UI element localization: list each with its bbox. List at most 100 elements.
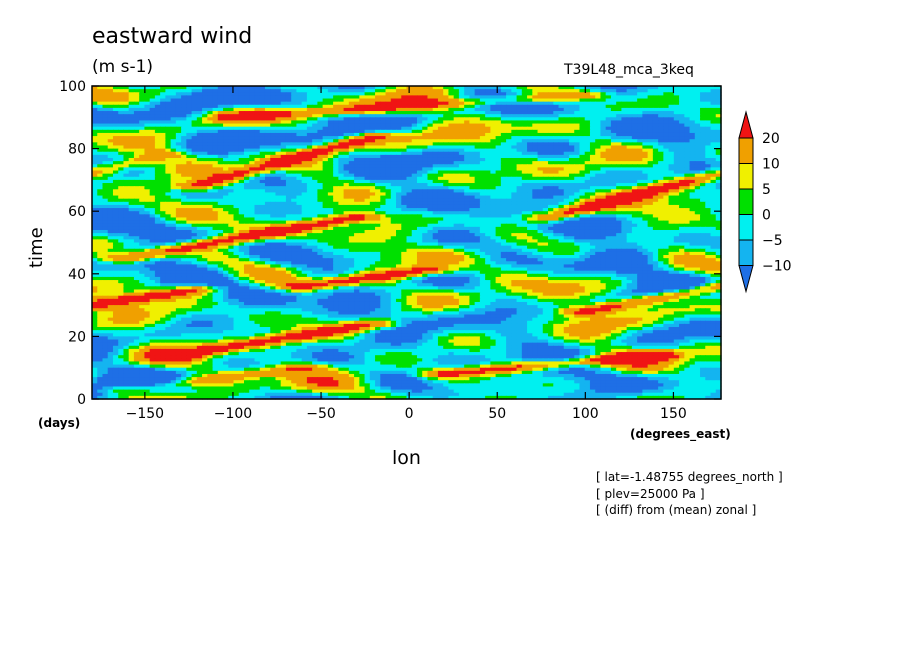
heatmap-cell	[338, 98, 345, 103]
heatmap-cell	[123, 86, 130, 90]
heatmap-cell	[333, 101, 339, 106]
heatmap-cell	[427, 142, 434, 147]
heatmap-cell	[511, 129, 518, 134]
heatmap-cell	[548, 136, 554, 140]
heatmap-cell	[296, 104, 303, 109]
heatmap-cell	[411, 111, 418, 115]
heatmap-cell	[668, 120, 675, 125]
heatmap-cell	[527, 129, 533, 134]
heatmap-cell	[385, 104, 392, 109]
heatmap-cell	[154, 101, 161, 106]
heatmap-cell	[196, 107, 203, 112]
heatmap-cell	[652, 98, 659, 103]
heatmap-cell	[574, 120, 581, 125]
heatmap-cell	[312, 111, 318, 115]
heatmap-cell	[437, 101, 444, 106]
heatmap-cell	[595, 120, 602, 125]
heatmap-cell	[112, 120, 119, 125]
heatmap-cell	[679, 101, 685, 106]
heatmap-cell	[380, 136, 387, 140]
heatmap-cell	[568, 139, 575, 143]
heatmap-cell	[574, 89, 581, 93]
heatmap-cell	[217, 126, 224, 131]
heatmap-cell	[715, 123, 722, 128]
heatmap-cell	[390, 139, 397, 143]
heatmap-cell	[542, 89, 549, 93]
heatmap-cell	[154, 111, 161, 115]
heatmap-cell	[280, 120, 287, 125]
heatmap-cell	[217, 129, 224, 134]
heatmap-cell	[443, 114, 450, 118]
heatmap-cell	[548, 86, 554, 90]
heatmap-cell	[537, 139, 544, 143]
heatmap-cell	[715, 129, 722, 134]
heatmap-cell	[416, 86, 423, 90]
heatmap-cell	[584, 107, 591, 112]
heatmap-cell	[443, 126, 450, 131]
heatmap-cell	[500, 101, 507, 106]
heatmap-cell	[317, 117, 324, 122]
heatmap-cell	[327, 95, 334, 100]
heatmap-cell	[553, 129, 560, 134]
heatmap-cell	[694, 111, 701, 115]
heatmap-cell	[616, 107, 623, 112]
heatmap-cell	[705, 104, 712, 109]
heatmap-cell	[647, 92, 654, 96]
heatmap-cell	[196, 101, 203, 106]
heatmap-cell	[207, 123, 214, 128]
heatmap-cell	[437, 139, 444, 143]
heatmap-cell	[380, 142, 387, 147]
heatmap-cell	[354, 114, 360, 118]
heatmap-cell	[589, 104, 596, 109]
heatmap-cell	[301, 111, 308, 115]
heatmap-cell	[396, 111, 402, 115]
heatmap-cell	[128, 111, 135, 115]
heatmap-cell	[396, 86, 402, 90]
heatmap-cell	[112, 92, 119, 96]
heatmap-cell	[254, 104, 261, 109]
heatmap-cell	[605, 136, 612, 140]
heatmap-cell	[679, 89, 685, 93]
heatmap-cell	[495, 136, 502, 140]
heatmap-cell	[506, 101, 512, 106]
heatmap-cell	[432, 139, 439, 143]
heatmap-cell	[432, 107, 439, 112]
heatmap-cell	[139, 104, 146, 109]
heatmap-cell	[354, 104, 360, 109]
heatmap-cell	[521, 92, 528, 96]
heatmap-cell	[338, 126, 345, 131]
heatmap-cell	[673, 120, 680, 125]
heatmap-cell	[375, 139, 381, 143]
heatmap-cell	[133, 111, 140, 115]
heatmap-cell	[390, 111, 397, 115]
heatmap-cell	[595, 92, 602, 96]
heatmap-cell	[589, 120, 596, 125]
heatmap-cell	[202, 142, 208, 147]
heatmap-cell	[673, 126, 680, 131]
heatmap-cell	[448, 86, 455, 90]
heatmap-cell	[359, 129, 366, 134]
heatmap-cell	[595, 98, 602, 103]
heatmap-cell	[511, 136, 518, 140]
heatmap-cell	[296, 123, 303, 128]
heatmap-cell	[191, 114, 198, 118]
heatmap-cell	[280, 117, 287, 122]
heatmap-cell	[464, 142, 470, 147]
heatmap-cell	[354, 107, 360, 112]
heatmap-cell	[306, 117, 313, 122]
heatmap-cell	[668, 132, 675, 137]
heatmap-cell	[715, 132, 722, 137]
heatmap-cell	[270, 114, 277, 118]
heatmap-cell	[595, 139, 602, 143]
heatmap-cell	[568, 92, 575, 96]
heatmap-cell	[542, 86, 549, 90]
heatmap-cell	[228, 92, 235, 96]
heatmap-cell	[558, 139, 565, 143]
heatmap-cell	[317, 136, 324, 140]
heatmap-cell	[584, 98, 591, 103]
heatmap-cell	[348, 136, 355, 140]
heatmap-cell	[448, 126, 455, 131]
heatmap-cell	[107, 126, 114, 131]
heatmap-cell	[364, 107, 371, 112]
heatmap-cell	[579, 132, 586, 137]
